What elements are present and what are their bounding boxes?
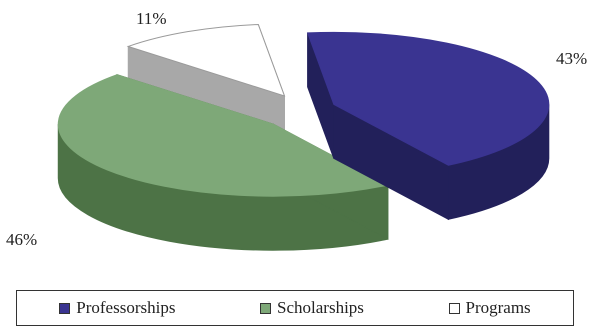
legend: Professorships Scholarships Programs (16, 290, 574, 326)
legend-item-programs: Programs (448, 298, 531, 318)
legend-label-scholarships: Scholarships (277, 298, 364, 317)
label-scholarships: 46% (6, 230, 37, 249)
legend-swatch-scholarships (260, 302, 272, 314)
slice-top-scholarships (57, 74, 390, 197)
pie-slices (57, 23, 550, 251)
slice-top-professorships (306, 31, 550, 166)
legend-label-programs: Programs (465, 298, 531, 317)
label-professorships: 43% (556, 49, 587, 68)
legend-item-professorships: Professorships (59, 298, 175, 318)
legend-swatch-programs (448, 302, 460, 314)
legend-label-professorships: Professorships (76, 298, 176, 317)
legend-item-scholarships: Scholarships (260, 298, 364, 318)
legend-swatch-professorships (59, 302, 71, 314)
slice-professorships (306, 31, 550, 221)
label-programs: 11% (136, 9, 167, 28)
slice-scholarships (57, 74, 390, 251)
slice-top-programs (126, 23, 286, 97)
